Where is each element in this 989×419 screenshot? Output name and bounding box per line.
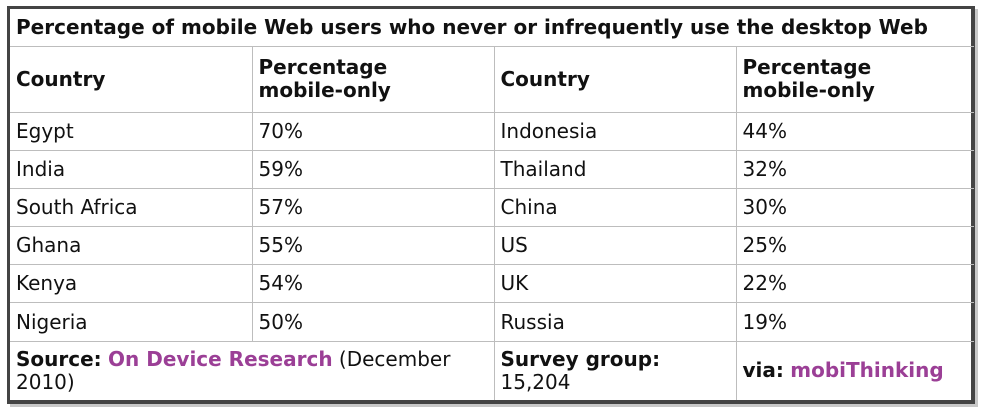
data-table-frame: Percentage of mobile Web users who never… (7, 6, 975, 404)
percentage-cell: 70% (251, 111, 495, 151)
country-cell: UK (493, 264, 737, 304)
header-percentage-line2: mobile-only (742, 78, 875, 103)
percentage-cell: 25% (735, 226, 975, 266)
header-percentage-right: Percentage mobile-only (735, 46, 975, 113)
percentage-cell: 30% (735, 187, 975, 228)
country-cell: Nigeria (10, 302, 253, 342)
source-date: (December 2010) (16, 346, 451, 394)
table-row: India 59% Thailand 32% (10, 149, 975, 189)
via-cell: via: mobiThinking (735, 340, 975, 400)
header-percentage-line2: mobile-only (258, 78, 391, 103)
source-link[interactable]: On Device Research (108, 346, 333, 371)
percentage-cell: 22% (735, 264, 975, 304)
country-cell: Egypt (10, 111, 253, 151)
survey-value: 15,204 (500, 369, 571, 394)
country-cell: Russia (493, 302, 737, 342)
header-percentage-line1: Percentage (742, 55, 872, 80)
via-label: via: (742, 358, 784, 383)
header-country-right: Country (493, 46, 737, 113)
mobile-only-table: Percentage of mobile Web users who never… (10, 9, 975, 400)
country-cell: India (10, 149, 253, 189)
table-row: Egypt 70% Indonesia 44% (10, 111, 975, 151)
header-percentage-line1: Percentage (258, 55, 388, 80)
country-cell: Indonesia (493, 111, 737, 151)
header-country-left: Country (10, 46, 253, 113)
source-cell: Source: On Device Research (December 201… (10, 340, 495, 400)
source-label: Source: (16, 346, 102, 371)
percentage-cell: 19% (735, 302, 975, 342)
percentage-cell: 32% (735, 149, 975, 189)
percentage-cell: 44% (735, 111, 975, 151)
country-cell: South Africa (10, 187, 253, 228)
country-cell: Thailand (493, 149, 737, 189)
percentage-cell: 55% (251, 226, 495, 266)
header-row: Country Percentage mobile-only Country Pe… (10, 46, 975, 113)
percentage-cell: 50% (251, 302, 495, 342)
country-cell: Kenya (10, 264, 253, 304)
footer-row: Source: On Device Research (December 201… (10, 340, 975, 400)
survey-cell: Survey group: 15,204 (493, 340, 737, 400)
country-cell: Ghana (10, 226, 253, 266)
via-link[interactable]: mobiThinking (790, 358, 944, 383)
header-percentage-left: Percentage mobile-only (251, 46, 495, 113)
survey-label: Survey group: (500, 346, 661, 371)
percentage-cell: 57% (251, 187, 495, 228)
country-cell: China (493, 187, 737, 228)
table-row: Ghana 55% US 25% (10, 226, 975, 266)
table-row: Nigeria 50% Russia 19% (10, 302, 975, 342)
table-row: South Africa 57% China 30% (10, 187, 975, 228)
table-title: Percentage of mobile Web users who never… (10, 9, 975, 48)
percentage-cell: 59% (251, 149, 495, 189)
table-row: Kenya 54% UK 22% (10, 264, 975, 304)
percentage-cell: 54% (251, 264, 495, 304)
country-cell: US (493, 226, 737, 266)
